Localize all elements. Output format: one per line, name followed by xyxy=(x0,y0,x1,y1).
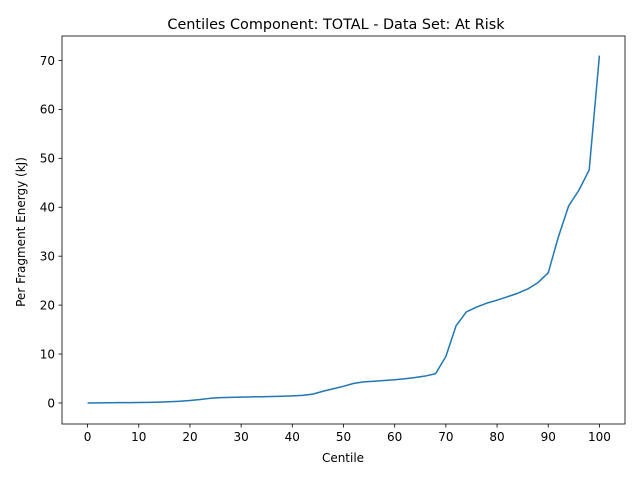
y-tick-label: 70 xyxy=(40,54,55,68)
x-tick-label: 30 xyxy=(233,430,248,444)
y-axis-label: Per Fragment Energy (kJ) xyxy=(14,157,28,307)
x-tick-label: 20 xyxy=(182,430,197,444)
x-axis-ticks: 0 10 20 30 40 50 60 70 80 90 100 xyxy=(84,424,611,444)
x-tick-label: 90 xyxy=(541,430,556,444)
x-tick-label: 70 xyxy=(438,430,453,444)
y-tick-label: 60 xyxy=(40,103,55,117)
y-tick-label: 30 xyxy=(40,249,55,263)
x-tick-label: 60 xyxy=(387,430,402,444)
x-tick-label: 100 xyxy=(588,430,611,444)
y-tick-label: 20 xyxy=(40,298,55,312)
x-tick-label: 40 xyxy=(285,430,300,444)
y-axis-ticks: 0 10 20 30 40 50 60 70 xyxy=(40,54,62,410)
y-tick-label: 0 xyxy=(47,396,55,410)
x-tick-label: 50 xyxy=(336,430,351,444)
y-tick-label: 50 xyxy=(40,152,55,166)
y-tick-label: 10 xyxy=(40,347,55,361)
y-tick-label: 40 xyxy=(40,201,55,215)
x-tick-label: 80 xyxy=(489,430,504,444)
series-line-0 xyxy=(87,55,601,404)
x-tick-label: 0 xyxy=(84,430,92,444)
x-axis-label: Centile xyxy=(322,451,364,465)
chart-title: Centiles Component: TOTAL - Data Set: At… xyxy=(167,17,505,33)
x-tick-label: 10 xyxy=(131,430,146,444)
